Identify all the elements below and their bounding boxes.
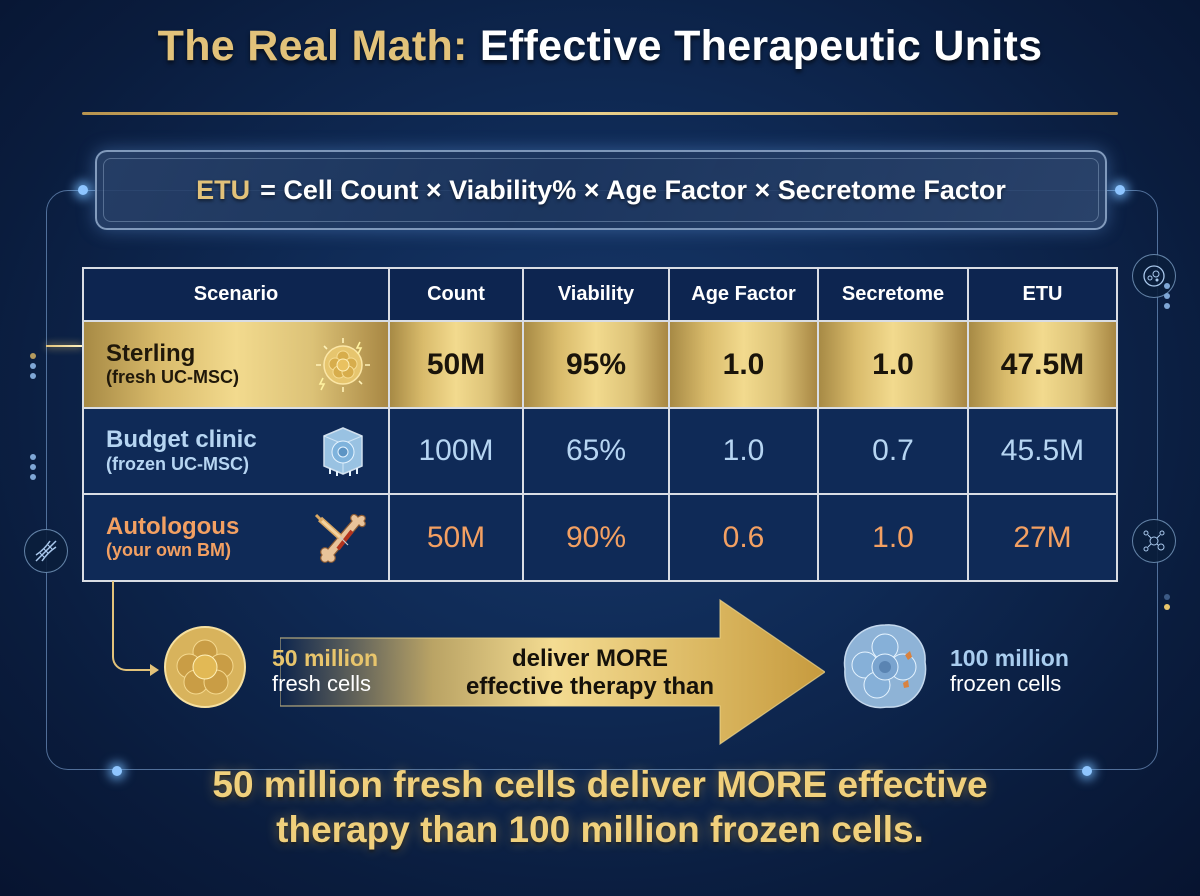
fresh-cells-label: 50 million fresh cells: [272, 645, 378, 697]
scenario-name: Autologous: [106, 512, 240, 540]
comparison-arrow-icon: [280, 598, 825, 746]
formula-etu-label: ETU: [196, 174, 251, 205]
secretome-cell: 0.7: [817, 407, 969, 495]
scenario-name: Sterling: [106, 339, 196, 367]
frozen-cells-count: 100 million: [950, 645, 1069, 671]
table-header-row: Scenario Count Viability Age Factor Secr…: [82, 267, 1118, 322]
etu-formula-box: ETU = Cell Count × Viability% × Age Fact…: [95, 150, 1107, 230]
scenario-name: Budget clinic: [106, 426, 257, 454]
age-factor-cell: 1.0: [668, 320, 819, 409]
conclusion-line-1: 50 million fresh cells deliver MORE effe…: [212, 764, 988, 805]
arrow-line-1: deliver MORE: [511, 645, 669, 672]
table-row-budget-clinic: Budget clinic (frozen UC-MSC) 100M 65% 1…: [82, 407, 1118, 495]
viability-cell: 65%: [522, 407, 670, 495]
etu-comparison-table: Scenario Count Viability Age Factor Secr…: [82, 267, 1118, 582]
highlight-connector: [46, 345, 82, 347]
decorative-dots: [30, 454, 36, 480]
circuit-node-icon: [112, 766, 122, 776]
etu-cell: 45.5M: [967, 407, 1118, 495]
header-etu: ETU: [967, 267, 1118, 322]
etu-cell: 27M: [967, 493, 1118, 582]
header-viability: Viability: [522, 267, 670, 322]
secretome-cell: 1.0: [817, 320, 969, 409]
header-age-factor: Age Factor: [668, 267, 819, 322]
frozen-cell-cluster-icon: [843, 624, 927, 709]
scenario-cell: Sterling (fresh UC-MSC): [82, 320, 390, 409]
dna-icon: [24, 529, 68, 573]
table-row-autologous: Autologous (your own BM) 50M 90% 0.6: [82, 493, 1118, 582]
scenario-cell: Budget clinic (frozen UC-MSC): [82, 407, 390, 495]
frozen-cells-label: 100 million frozen cells: [950, 645, 1069, 697]
scenario-cell: Autologous (your own BM): [82, 493, 390, 582]
formula-inner-border: [103, 158, 1099, 222]
cell-culture-icon: [1132, 254, 1176, 298]
age-factor-cell: 1.0: [668, 407, 819, 495]
fresh-cell-cluster-icon: [164, 626, 246, 708]
count-cell: 50M: [388, 320, 524, 409]
title-divider: [82, 112, 1118, 115]
circuit-node-icon: [1082, 766, 1092, 776]
count-cell: 50M: [388, 493, 524, 582]
circuit-node-icon: [1115, 185, 1125, 195]
scenario-subtitle: (your own BM): [106, 540, 231, 561]
fresh-cells-count: 50 million: [272, 645, 379, 671]
count-cell: 100M: [388, 407, 524, 495]
title-part1: The Real Math:: [157, 22, 468, 70]
syringe-bone-icon: [314, 513, 366, 563]
molecule-icon: [1132, 519, 1176, 563]
header-secretome: Secretome: [817, 267, 969, 322]
scenario-subtitle: (fresh UC-MSC): [106, 367, 239, 388]
arrow-statement: deliver MORE effective therapy than: [400, 645, 780, 700]
decorative-dots: [1164, 594, 1170, 610]
etu-cell: 47.5M: [967, 320, 1118, 409]
circuit-node-icon: [78, 185, 88, 195]
title-part2: Effective Therapeutic Units: [479, 22, 1043, 70]
scenario-subtitle: (frozen UC-MSC): [106, 453, 249, 474]
viability-cell: 95%: [522, 320, 670, 409]
header-count: Count: [388, 267, 524, 322]
frozen-cells-text: frozen cells: [950, 671, 1062, 697]
age-factor-cell: 0.6: [668, 493, 819, 582]
connector-arrowhead-icon: [150, 664, 159, 676]
secretome-cell: 1.0: [817, 493, 969, 582]
table-row-sterling: Sterling (fresh UC-MSC): [82, 320, 1118, 409]
fresh-cells-text: fresh cells: [272, 671, 372, 697]
conclusion-line-2: therapy than 100 million frozen cells.: [276, 809, 924, 851]
page-title: The Real Math: Effective Therapeutic Uni…: [0, 22, 1200, 71]
conclusion-statement: 50 million fresh cells deliver MORE effe…: [0, 762, 1200, 852]
viability-cell: 90%: [522, 493, 670, 582]
decorative-dots: [30, 353, 36, 379]
frozen-cell-ice-cube-icon: [323, 427, 363, 476]
fresh-cell-icon: [316, 337, 370, 392]
formula-expression: = Cell Count × Viability% × Age Factor ×…: [260, 174, 1006, 205]
header-scenario: Scenario: [82, 267, 390, 322]
connector-elbow: [112, 581, 152, 671]
arrow-line-2: effective therapy than: [465, 672, 715, 700]
decorative-dots: [1164, 283, 1170, 309]
